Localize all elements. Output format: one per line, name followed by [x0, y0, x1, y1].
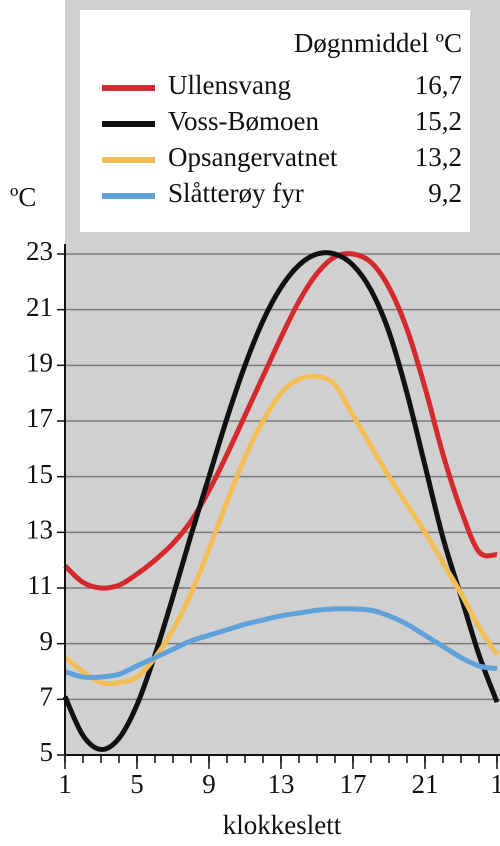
- x-tick-label: 17: [340, 769, 367, 799]
- x-tick-label: 1: [58, 769, 72, 799]
- x-tick-label: 21: [412, 769, 439, 799]
- series-line: [63, 373, 500, 687]
- series-line: [64, 606, 498, 681]
- series-line: [63, 251, 498, 591]
- y-tick-label: 5: [40, 737, 54, 767]
- y-tick-label: 15: [26, 459, 53, 489]
- y-tick-label: 21: [26, 292, 53, 322]
- y-tick-label: 17: [26, 403, 53, 433]
- x-tick-label: 13: [268, 769, 295, 799]
- x-tick-label: 1: [490, 769, 500, 799]
- legend-value: 15,2: [415, 106, 462, 136]
- y-tick-label: 7: [40, 682, 54, 712]
- y-tick-label: 11: [27, 570, 53, 600]
- legend-title: Døgnmiddel ºC: [294, 28, 462, 58]
- legend-label: Opsangervatnet: [168, 142, 338, 172]
- x-axis-label: klokkeslett: [223, 810, 342, 840]
- legend-label: Slåtterøy fyr: [168, 178, 304, 208]
- x-tick-label: 9: [202, 769, 216, 799]
- series-line: [62, 250, 500, 752]
- legend-value: 9,2: [428, 178, 462, 208]
- y-tick-label: 9: [40, 626, 54, 656]
- y-tick-label: 13: [26, 515, 53, 545]
- y-tick-label: 19: [26, 348, 53, 378]
- legend-label: Voss-Bømoen: [168, 106, 320, 136]
- y-axis-label: ºC: [10, 182, 36, 212]
- x-tick-label: 5: [130, 769, 144, 799]
- legend-value: 13,2: [415, 142, 462, 172]
- y-tick-label: 23: [26, 236, 53, 266]
- legend-value: 16,7: [415, 70, 462, 100]
- legend-label: Ullensvang: [168, 70, 291, 100]
